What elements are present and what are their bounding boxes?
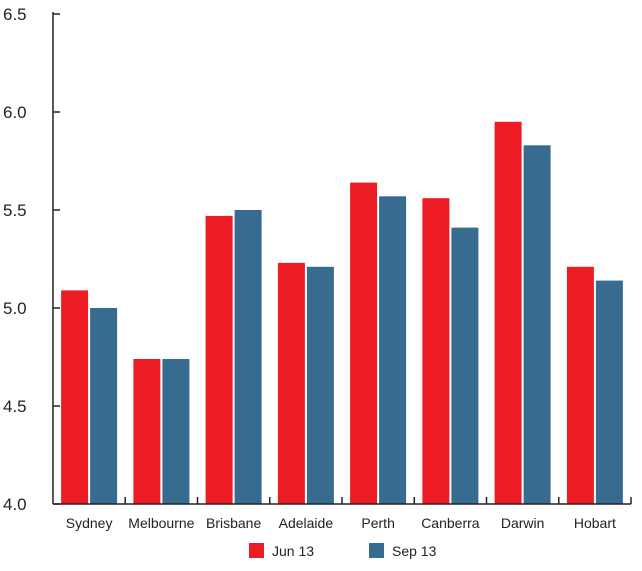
bar-melbourne-jun-13	[133, 359, 161, 504]
x-tick-label: Hobart	[574, 515, 616, 531]
x-tick-label: Adelaide	[279, 515, 334, 531]
bar-melbourne-sep-13	[162, 359, 190, 504]
legend-label: Jun 13	[272, 543, 314, 559]
x-tick-label: Canberra	[421, 515, 480, 531]
x-tick-label: Melbourne	[128, 515, 194, 531]
bar-adelaide-sep-13	[306, 266, 334, 504]
bar-hobart-jun-13	[566, 266, 594, 504]
legend-swatch	[369, 543, 384, 558]
axes-layer	[52, 12, 632, 505]
bar-canberra-jun-13	[422, 198, 450, 504]
bar-darwin-jun-13	[494, 121, 522, 505]
legend: Jun 13 Sep 13	[249, 543, 437, 559]
y-tick-label: 6.0	[3, 103, 27, 122]
bar-sydney-jun-13	[61, 290, 89, 504]
bar-sydney-sep-13	[90, 308, 118, 504]
legend-item-sep-13: Sep 13	[369, 543, 437, 559]
y-tick-label: 5.5	[3, 201, 27, 220]
x-tick-label: Sydney	[66, 515, 113, 531]
x-tick-label: Brisbane	[206, 515, 261, 531]
x-tick-label: Perth	[361, 515, 394, 531]
legend-swatch	[249, 543, 264, 558]
bar-perth-sep-13	[379, 196, 407, 505]
legend-label: Sep 13	[392, 543, 437, 559]
bar-canberra-sep-13	[451, 227, 479, 504]
labels-layer: 4.0 4.5 5.0 5.5 6.0 6.5 Sydney Melbourne Brisban…	[3, 5, 616, 531]
x-tick-label: Darwin	[501, 515, 545, 531]
bar-brisbane-jun-13	[205, 215, 233, 504]
y-tick-label: 4.5	[3, 397, 27, 416]
y-tick-label: 5.0	[3, 299, 27, 318]
bar-brisbane-sep-13	[234, 210, 262, 504]
y-tick-label: 4.0	[3, 495, 27, 514]
bar-perth-jun-13	[350, 182, 378, 504]
legend-item-jun-13: Jun 13	[249, 543, 314, 559]
bar-adelaide-jun-13	[277, 262, 305, 504]
bar-hobart-sep-13	[595, 280, 623, 504]
y-tick-label: 6.5	[3, 5, 27, 24]
bar-darwin-sep-13	[523, 145, 551, 505]
bars-layer	[61, 121, 623, 505]
